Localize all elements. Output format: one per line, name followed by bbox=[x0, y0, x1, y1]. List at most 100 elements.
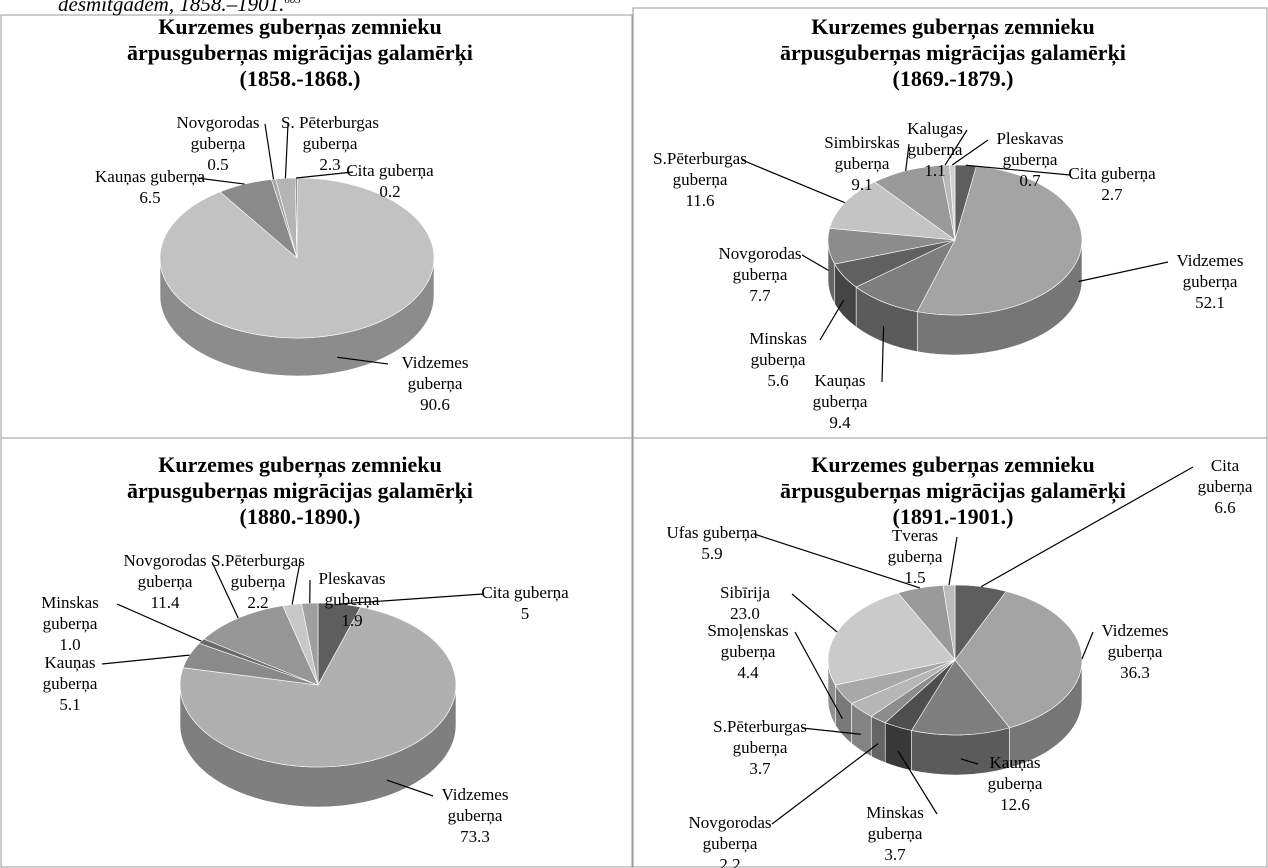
leader-line bbox=[1081, 631, 1094, 660]
leader-line bbox=[791, 593, 838, 633]
label-value: 2.7 bbox=[1101, 185, 1123, 204]
label-value: 0.5 bbox=[207, 155, 229, 174]
data-label: Simbirskas guberņa 9.1 bbox=[807, 132, 917, 195]
data-label: Tveras guberņa 1.5 bbox=[865, 525, 965, 588]
label-name: Cita guberņa bbox=[346, 161, 434, 180]
label-value: 2.2 bbox=[247, 593, 269, 612]
label-value: 7.7 bbox=[749, 286, 771, 305]
leader-line bbox=[801, 727, 861, 735]
label-name: Smoļenskas guberņa bbox=[707, 621, 789, 661]
label-name: Pleskavas guberņa bbox=[996, 129, 1064, 169]
slice bbox=[911, 659, 1011, 736]
label-name: Ufas guberņa bbox=[666, 523, 758, 542]
label-value: 12.6 bbox=[1000, 795, 1030, 814]
caption: desmitgadem, 1858.–1901.603 bbox=[58, 0, 301, 17]
label-value: 1.1 bbox=[924, 161, 946, 180]
data-label: Novgorodas guberņa 2.2 bbox=[680, 812, 780, 868]
label-name: Cita guberņa bbox=[1197, 456, 1253, 496]
slice bbox=[179, 606, 457, 768]
data-label: S.Pēterburgas guberņa 11.6 bbox=[650, 148, 750, 211]
label-name: Pleskavas guberņa bbox=[318, 569, 386, 609]
leader-line bbox=[211, 561, 239, 619]
data-label: Vidzemes guberņa 90.6 bbox=[380, 352, 490, 415]
label-name: Minskas guberņa bbox=[749, 329, 807, 369]
label-value: 1.9 bbox=[341, 611, 363, 630]
data-label: S. Pēterburgas guberņa 2.3 bbox=[280, 112, 380, 175]
label-value: 5.9 bbox=[701, 544, 723, 563]
label-value: 3.7 bbox=[884, 845, 906, 864]
side-wall bbox=[870, 715, 886, 764]
slice bbox=[949, 164, 956, 241]
leader-line bbox=[980, 466, 1194, 588]
slice bbox=[916, 165, 1083, 316]
label-name: Simbirskas guberņa bbox=[824, 133, 900, 173]
panel-border bbox=[0, 437, 633, 868]
label-value: 2.2 bbox=[719, 855, 741, 868]
label-value: 52.1 bbox=[1195, 293, 1225, 312]
data-label: Kauņas guberņa 6.5 bbox=[95, 166, 205, 208]
label-value: 6.5 bbox=[139, 188, 161, 207]
label-value: 5.1 bbox=[59, 695, 81, 714]
leader-line bbox=[944, 129, 968, 166]
data-label: Pleskavas guberņa 1.9 bbox=[302, 568, 402, 631]
slice bbox=[829, 181, 957, 241]
leader-line bbox=[753, 533, 921, 589]
label-name: Kalugas guberņa bbox=[907, 119, 963, 159]
chart-title: Kurzemes guberņas zemnieku ārpusguberņas… bbox=[127, 14, 473, 91]
label-name: Novgorodas guberņa bbox=[123, 551, 207, 591]
chart-title: Kurzemes guberņas zemnieku ārpusguberņas… bbox=[780, 14, 1126, 91]
slice bbox=[954, 591, 1083, 729]
leader-line bbox=[819, 299, 845, 341]
chart-title: Kurzemes guberņas zemnieku ārpusguberņas… bbox=[127, 452, 473, 529]
caption-text: desmitgadem, 1858.–1901. bbox=[58, 0, 285, 16]
label-name: Kauņas guberņa bbox=[42, 653, 98, 693]
leader-line bbox=[339, 593, 484, 605]
label-name: Minskas guberņa bbox=[866, 803, 924, 843]
leader-line bbox=[1078, 261, 1169, 283]
leader-line bbox=[337, 356, 389, 365]
data-label: Smoļenskas guberņa 4.4 bbox=[693, 620, 803, 683]
slice bbox=[301, 602, 319, 686]
leader-line bbox=[386, 779, 434, 797]
label-value: 5 bbox=[520, 604, 530, 623]
leader-line bbox=[116, 603, 202, 642]
leader-line bbox=[948, 536, 958, 586]
slice bbox=[827, 592, 956, 686]
label-name: Kauņas guberņa bbox=[812, 371, 868, 411]
label-name: Novgorodas guberņa bbox=[176, 113, 260, 153]
leader-line bbox=[264, 123, 275, 180]
label-name: Vidzemes guberņa bbox=[1101, 621, 1169, 661]
label-value: 9.1 bbox=[851, 175, 873, 194]
chart-title: Kurzemes guberņas zemnieku ārpusguberņas… bbox=[780, 452, 1126, 529]
label-value: 9.4 bbox=[829, 413, 851, 432]
data-label: Minskas guberņa 5.6 bbox=[728, 328, 828, 391]
label-value: 1.5 bbox=[904, 568, 926, 587]
label-name: Novgorodas guberņa bbox=[688, 813, 772, 853]
leader-line bbox=[960, 758, 979, 765]
data-label: Novgorodas guberņa 7.7 bbox=[710, 243, 810, 306]
label-value: 3.7 bbox=[749, 759, 771, 778]
leader-line bbox=[284, 123, 289, 179]
data-label: Cita guberņa 0.2 bbox=[345, 160, 435, 202]
label-name: S.Pēterburgas guberņa bbox=[211, 551, 305, 591]
leader-line bbox=[951, 139, 989, 166]
label-value: 36.3 bbox=[1120, 663, 1150, 682]
label-name: Vidzemes guberņa bbox=[441, 785, 509, 825]
data-label: Novgorodas guberņa 0.5 bbox=[163, 112, 273, 175]
label-name: Sibīrija bbox=[719, 583, 771, 602]
label-value: 23.0 bbox=[730, 604, 760, 623]
label-value: 6.6 bbox=[1214, 498, 1236, 517]
leader-line bbox=[196, 177, 245, 185]
leader-line bbox=[905, 143, 910, 171]
slice bbox=[203, 605, 319, 686]
label-name: Novgorodas guberņa bbox=[718, 244, 802, 284]
label-value: 11.4 bbox=[150, 593, 180, 612]
label-name: S. Pēterburgas guberņa bbox=[281, 113, 379, 153]
leader-line bbox=[291, 561, 301, 605]
data-label: Kalugas guberņa 1.1 bbox=[895, 118, 975, 181]
data-label: Vidzemes guberņa 73.3 bbox=[425, 784, 525, 847]
label-name: Cita guberņa bbox=[1068, 164, 1156, 183]
data-label: S.Pēterburgas guberņa 3.7 bbox=[710, 716, 810, 779]
leader-line bbox=[771, 743, 879, 825]
